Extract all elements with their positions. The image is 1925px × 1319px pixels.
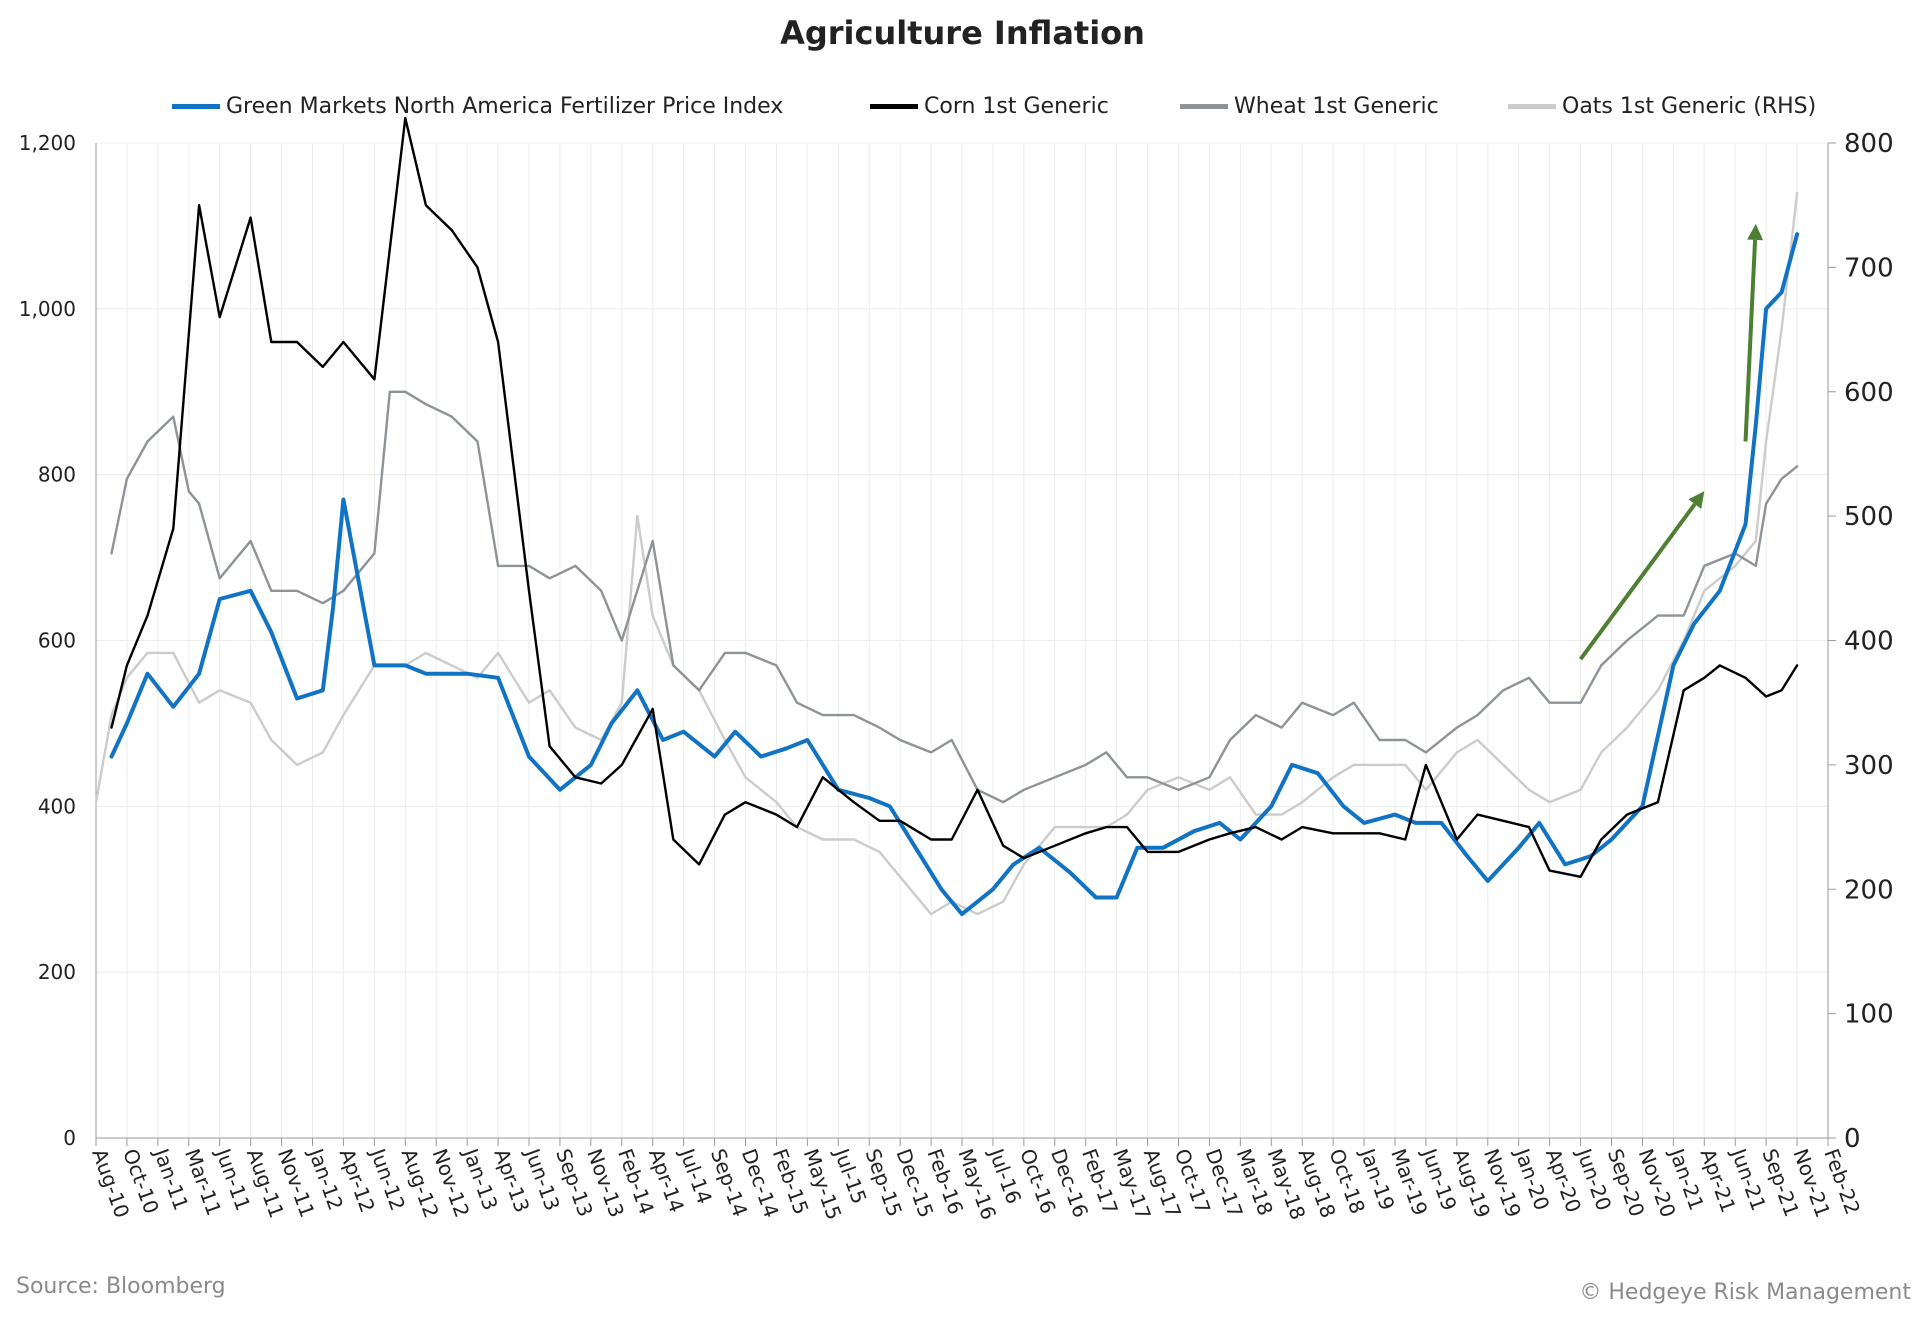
legend-swatch-corn	[870, 104, 918, 109]
legend-swatch-fertilizer	[172, 104, 220, 109]
legend-label-wheat: Wheat 1st Generic	[1234, 94, 1439, 119]
legend-label-fertilizer: Green Markets North America Fertilizer P…	[226, 94, 784, 119]
y-left-tick-label: 200	[38, 960, 76, 984]
trend-arrow-2	[1743, 239, 1758, 442]
y-right-tick-label: 100	[1844, 1000, 1894, 1030]
y-right-tick-label: 600	[1844, 378, 1894, 408]
legend-item-fertilizer: Green Markets North America Fertilizer P…	[172, 94, 783, 119]
legend-label-oats: Oats 1st Generic (RHS)	[1562, 94, 1817, 119]
trend-arrowhead-1	[1688, 491, 1705, 509]
y-left-tick-label: 0	[63, 1126, 76, 1150]
series-line-oats	[94, 191, 1799, 916]
annotation-layer	[1578, 223, 1764, 661]
y-left-tick-label: 800	[38, 463, 76, 487]
legend-item-corn: Corn 1st Generic	[870, 94, 1109, 119]
copyright-note: © Hedgeye Risk Management	[1579, 1280, 1911, 1305]
y-left-tick-label: 600	[38, 629, 76, 653]
legend: Green Markets North America Fertilizer P…	[0, 94, 1925, 124]
chart-title: Agriculture Inflation	[780, 14, 1145, 52]
legend-item-wheat: Wheat 1st Generic	[1180, 94, 1439, 119]
y-left-tick-label: 400	[38, 794, 76, 818]
y-right-tick-label: 0	[1844, 1124, 1861, 1154]
y-left-tick-label: 1,200	[19, 131, 76, 155]
trend-arrow-1	[1578, 502, 1697, 661]
y-right-tick-label: 200	[1844, 875, 1894, 905]
y-right-tick-label: 400	[1844, 627, 1894, 657]
legend-label-corn: Corn 1st Generic	[924, 94, 1109, 119]
legend-swatch-wheat	[1180, 104, 1228, 109]
series-line-fertilizer	[109, 232, 1800, 917]
y-right-tick-label: 300	[1844, 751, 1894, 781]
axes-layer: Aug-10Oct-10Jan-11Mar-11Jun-11Aug-11Nov-…	[19, 129, 1894, 1223]
y-right-tick-label: 500	[1844, 502, 1894, 532]
series-layer	[94, 116, 1800, 917]
legend-item-oats: Oats 1st Generic (RHS)	[1508, 94, 1816, 119]
source-note: Source: Bloomberg	[16, 1274, 226, 1299]
legend-swatch-oats	[1508, 104, 1556, 109]
y-right-tick-label: 800	[1844, 129, 1894, 159]
grid-layer	[95, 142, 1829, 1139]
series-line-corn	[110, 116, 1799, 878]
trend-arrowhead-2	[1747, 223, 1764, 241]
series-line-wheat	[110, 390, 1799, 804]
y-right-tick-label: 700	[1844, 253, 1894, 283]
y-left-tick-label: 1,000	[19, 297, 76, 321]
